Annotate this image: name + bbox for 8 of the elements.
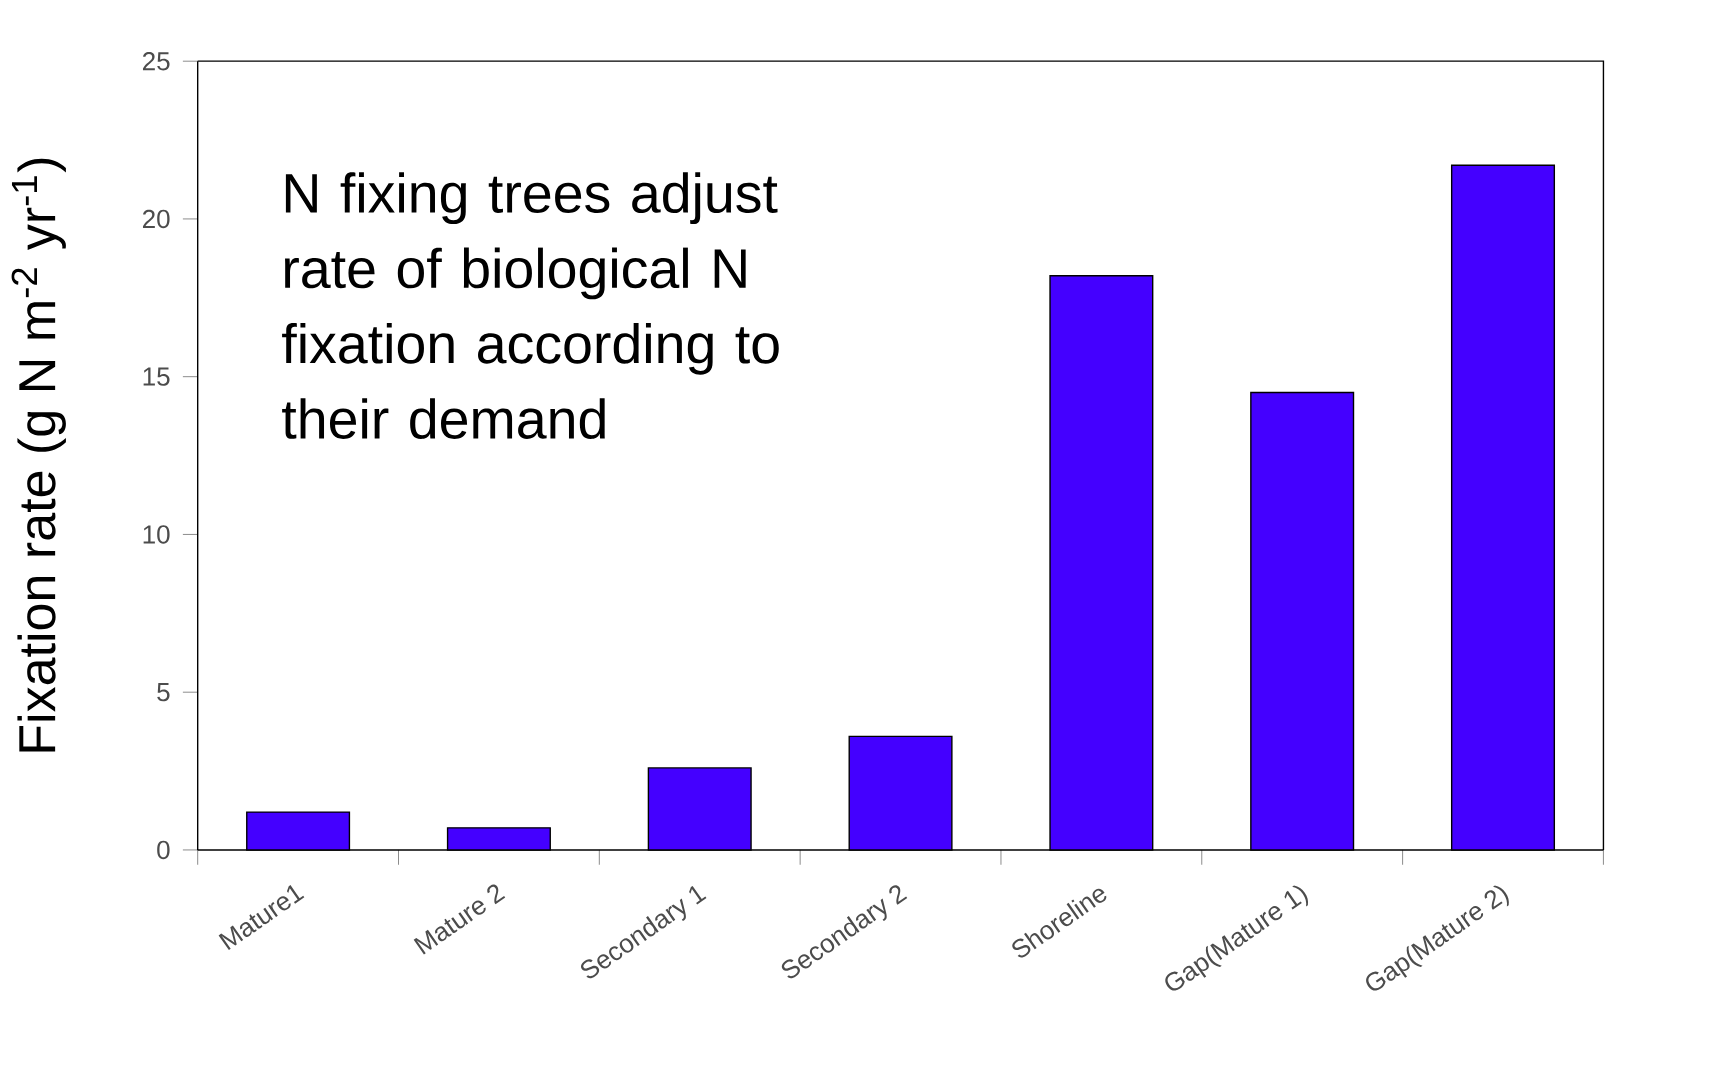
y-tick-label: 5 [157,683,170,702]
y-tick-label: 20 [142,209,170,229]
y-tick-label: 10 [143,525,170,544]
y-tick-label: 0 [157,840,170,860]
y-axis-title: Fixation rate (g N m$^{-2}$ yr$^{-1}$) [11,158,66,752]
y-tick-label: 15 [143,367,170,386]
annotation: N fixing trees adjust rate of biological N fixation according to their demand [282,172,779,439]
y-tick-label: 25 [142,51,170,71]
